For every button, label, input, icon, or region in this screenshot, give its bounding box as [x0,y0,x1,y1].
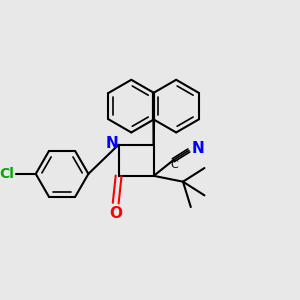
Text: Cl: Cl [0,167,14,181]
Text: C: C [170,160,178,170]
Text: N: N [191,141,204,156]
Text: O: O [109,206,122,221]
Text: N: N [105,136,118,151]
